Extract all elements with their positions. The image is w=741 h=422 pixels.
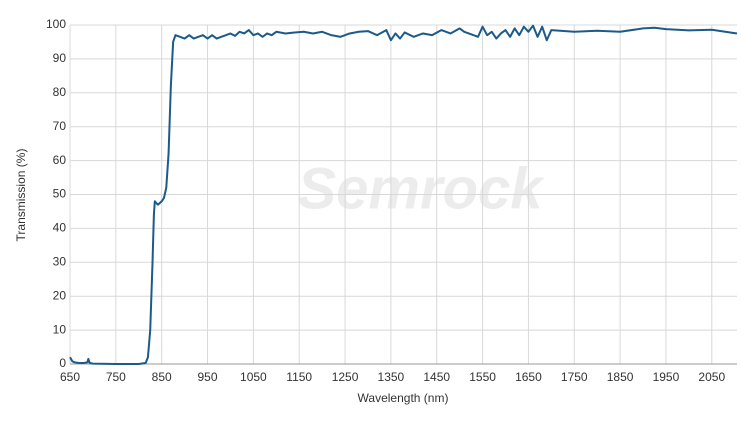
y-tick-label: 10 bbox=[53, 322, 67, 336]
x-tick-label: 2050 bbox=[698, 370, 725, 384]
watermark: Semrock bbox=[297, 156, 545, 221]
y-tick-label: 20 bbox=[53, 288, 67, 302]
y-tick-label: 70 bbox=[53, 119, 67, 133]
x-tick-label: 1550 bbox=[469, 370, 496, 384]
y-tick-label: 90 bbox=[53, 51, 67, 65]
y-tick-label: 50 bbox=[53, 187, 67, 201]
x-tick-label: 850 bbox=[152, 370, 172, 384]
y-tick-label: 0 bbox=[59, 356, 66, 370]
y-tick-label: 60 bbox=[53, 153, 67, 167]
y-axis-title: Transmission (%) bbox=[14, 149, 28, 242]
x-tick-label: 950 bbox=[198, 370, 218, 384]
y-tick-label: 40 bbox=[53, 221, 67, 235]
x-tick-label: 1750 bbox=[561, 370, 588, 384]
x-tick-label: 1150 bbox=[286, 370, 312, 384]
x-tick-label: 750 bbox=[106, 370, 126, 384]
x-tick-label: 1450 bbox=[423, 370, 450, 384]
y-tick-label: 80 bbox=[53, 85, 67, 99]
x-axis-title: Wavelength (nm) bbox=[358, 391, 449, 405]
data-line bbox=[69, 24, 738, 365]
y-tick-label: 100 bbox=[46, 17, 66, 31]
x-tick-label: 650 bbox=[60, 370, 80, 384]
x-tick-label: 1850 bbox=[607, 370, 634, 384]
x-tick-label: 1050 bbox=[240, 370, 267, 384]
y-tick-label: 30 bbox=[53, 254, 67, 268]
x-tick-label: 1250 bbox=[332, 370, 359, 384]
x-tick-label: 1650 bbox=[515, 370, 542, 384]
x-tick-label: 1350 bbox=[378, 370, 405, 384]
x-tick-label: 1950 bbox=[653, 370, 680, 384]
